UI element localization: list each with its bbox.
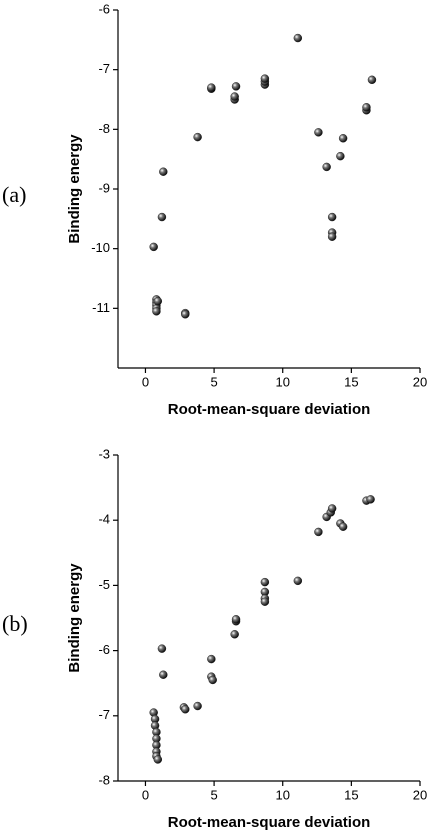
x-tick-label: 10 bbox=[275, 787, 289, 802]
point bbox=[327, 504, 337, 513]
point bbox=[230, 92, 239, 101]
point bbox=[338, 134, 348, 143]
y-tick-label: -6 bbox=[98, 1, 110, 16]
point bbox=[153, 755, 163, 764]
point bbox=[207, 654, 216, 664]
y-axis-label: Binding energy bbox=[66, 134, 83, 244]
point bbox=[181, 705, 190, 714]
point bbox=[208, 675, 217, 685]
point bbox=[362, 103, 371, 112]
panel-label: (a) bbox=[2, 182, 26, 207]
point bbox=[153, 296, 163, 306]
point bbox=[159, 167, 168, 176]
point bbox=[314, 128, 323, 137]
x-axis-label: Root-mean-square deviation bbox=[168, 401, 371, 418]
point bbox=[338, 522, 348, 531]
point bbox=[293, 33, 303, 43]
point bbox=[159, 670, 168, 679]
y-tick-label: -7 bbox=[98, 707, 110, 722]
point bbox=[152, 307, 161, 316]
point bbox=[293, 576, 303, 586]
point bbox=[149, 242, 158, 252]
point bbox=[157, 212, 167, 222]
x-tick-label: 5 bbox=[210, 787, 217, 802]
x-tick-label: 15 bbox=[344, 787, 358, 802]
y-tick-label: -8 bbox=[98, 121, 110, 136]
point bbox=[193, 132, 202, 142]
panel-label: (b) bbox=[2, 611, 28, 636]
y-tick-label: -5 bbox=[98, 577, 110, 592]
x-tick-label: 20 bbox=[413, 374, 427, 389]
x-tick-label: 0 bbox=[142, 787, 149, 802]
x-axis-label: Root-mean-square deviation bbox=[168, 814, 371, 831]
point bbox=[157, 644, 167, 653]
point bbox=[181, 310, 190, 319]
point bbox=[260, 597, 270, 606]
y-tick-label: -6 bbox=[98, 642, 110, 657]
point bbox=[230, 630, 239, 639]
y-tick-label: -10 bbox=[91, 240, 110, 255]
point bbox=[193, 701, 202, 711]
point bbox=[336, 151, 345, 161]
point bbox=[327, 232, 337, 241]
y-tick-label: -8 bbox=[98, 772, 110, 787]
point bbox=[367, 75, 377, 85]
y-tick-label: -11 bbox=[92, 300, 110, 315]
x-tick-label: 5 bbox=[210, 374, 217, 389]
y-tick-label: -7 bbox=[98, 61, 110, 76]
x-tick-label: 15 bbox=[344, 374, 358, 389]
y-tick-label: -3 bbox=[98, 446, 110, 461]
point bbox=[366, 495, 375, 504]
point bbox=[231, 82, 241, 91]
point bbox=[260, 577, 270, 587]
x-tick-label: 20 bbox=[413, 787, 427, 802]
point bbox=[314, 527, 323, 537]
point bbox=[327, 212, 337, 222]
point bbox=[260, 74, 270, 83]
y-tick-label: -4 bbox=[98, 512, 110, 527]
x-tick-label: 0 bbox=[142, 374, 149, 389]
point bbox=[207, 83, 216, 92]
y-axis-label: Binding energy bbox=[66, 563, 83, 673]
point bbox=[231, 615, 241, 624]
point bbox=[322, 162, 331, 172]
x-tick-label: 10 bbox=[275, 374, 289, 389]
y-tick-label: -9 bbox=[98, 180, 110, 195]
